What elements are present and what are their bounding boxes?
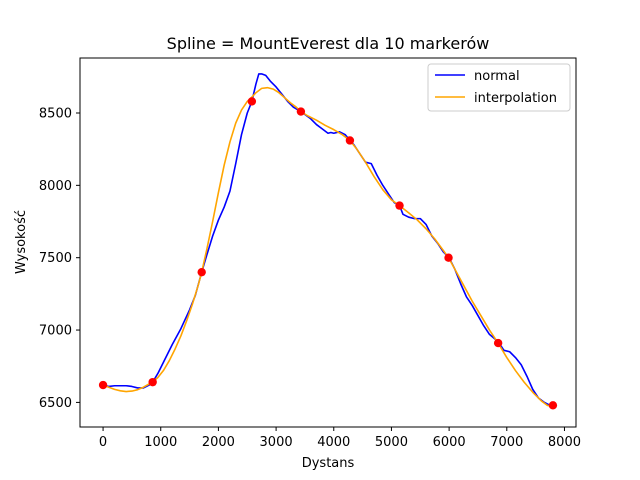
legend-label-normal: normal <box>474 69 520 84</box>
y-tick-label: 8500 <box>39 106 72 121</box>
x-axis-label: Dystans <box>302 456 355 471</box>
x-tick-label: 1000 <box>144 435 177 450</box>
x-tick-label: 8000 <box>548 435 581 450</box>
data-point-marker <box>148 377 157 387</box>
y-axis-ticks: 6500 7000 7500 8000 8500 <box>39 106 80 411</box>
data-point-marker <box>197 267 206 277</box>
plot-background <box>80 58 576 427</box>
data-point-marker <box>444 253 453 262</box>
legend: normal interpolation <box>427 63 571 112</box>
y-axis-label: Wysokość <box>14 210 29 274</box>
x-tick-label: 6000 <box>433 435 466 450</box>
x-tick-label: 3000 <box>260 435 293 450</box>
legend-label-interpolation: interpolation <box>474 91 557 106</box>
y-tick-label: 7500 <box>39 251 72 266</box>
data-point-marker <box>493 338 503 348</box>
marker-points <box>98 97 558 410</box>
x-axis-ticks: 0 1000 2000 3000 4000 5000 6000 7000 8000 <box>99 427 581 450</box>
y-tick-label: 6500 <box>39 396 72 411</box>
data-point-marker <box>98 380 108 390</box>
x-tick-label: 7000 <box>490 435 523 450</box>
plot-frame <box>79 57 577 428</box>
data-point-marker <box>548 401 558 410</box>
data-point-marker <box>247 97 257 106</box>
chart-title: Spline = MountEverest dla 10 markerów <box>167 34 490 53</box>
y-tick-label: 8000 <box>39 179 72 194</box>
series-lines <box>102 73 554 408</box>
data-point-marker <box>296 107 306 116</box>
x-tick-label: 0 <box>99 435 107 450</box>
series-line-normal <box>102 73 553 407</box>
x-tick-label: 4000 <box>317 435 350 450</box>
data-point-marker <box>395 201 404 210</box>
y-tick-label: 7000 <box>39 324 72 339</box>
data-point-marker <box>345 136 355 145</box>
plot-area <box>79 57 577 428</box>
x-tick-label: 2000 <box>202 435 235 450</box>
x-tick-label: 5000 <box>375 435 408 450</box>
series-line-interpolation <box>102 86 554 408</box>
